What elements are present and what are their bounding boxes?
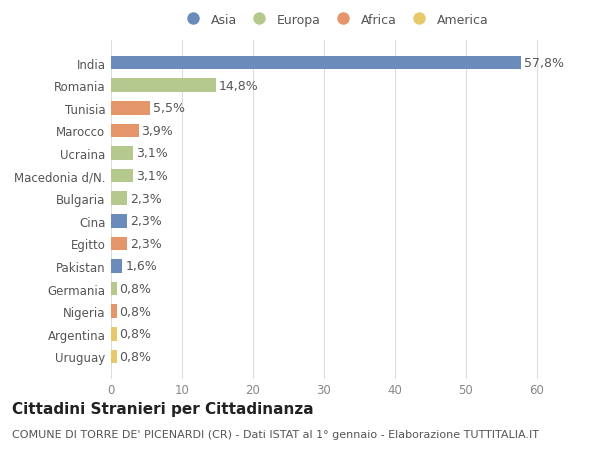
Text: 14,8%: 14,8% — [219, 79, 259, 92]
Text: 57,8%: 57,8% — [524, 57, 564, 70]
Text: 0,8%: 0,8% — [119, 305, 152, 318]
Text: Cittadini Stranieri per Cittadinanza: Cittadini Stranieri per Cittadinanza — [12, 402, 314, 417]
Text: 3,9%: 3,9% — [142, 124, 173, 138]
Text: 2,3%: 2,3% — [130, 237, 162, 250]
Text: 5,5%: 5,5% — [153, 102, 185, 115]
Bar — [111, 214, 127, 228]
Bar — [111, 79, 216, 93]
Bar — [111, 169, 133, 183]
Text: 1,6%: 1,6% — [125, 260, 157, 273]
Bar — [111, 56, 521, 70]
Bar — [111, 350, 116, 364]
Text: COMUNE DI TORRE DE' PICENARDI (CR) - Dati ISTAT al 1° gennaio - Elaborazione TUT: COMUNE DI TORRE DE' PICENARDI (CR) - Dat… — [12, 429, 539, 439]
Text: 3,1%: 3,1% — [136, 170, 167, 183]
Text: 0,8%: 0,8% — [119, 282, 152, 296]
Bar — [111, 305, 116, 318]
Bar — [111, 124, 139, 138]
Text: 2,3%: 2,3% — [130, 215, 162, 228]
Bar — [111, 237, 127, 251]
Bar — [111, 192, 127, 206]
Text: 3,1%: 3,1% — [136, 147, 167, 160]
Bar — [111, 102, 150, 115]
Bar — [111, 260, 122, 273]
Text: 2,3%: 2,3% — [130, 192, 162, 205]
Bar — [111, 282, 116, 296]
Text: 0,8%: 0,8% — [119, 350, 152, 363]
Text: 0,8%: 0,8% — [119, 328, 152, 341]
Bar — [111, 327, 116, 341]
Legend: Asia, Europa, Africa, America: Asia, Europa, Africa, America — [176, 9, 493, 32]
Bar — [111, 147, 133, 160]
